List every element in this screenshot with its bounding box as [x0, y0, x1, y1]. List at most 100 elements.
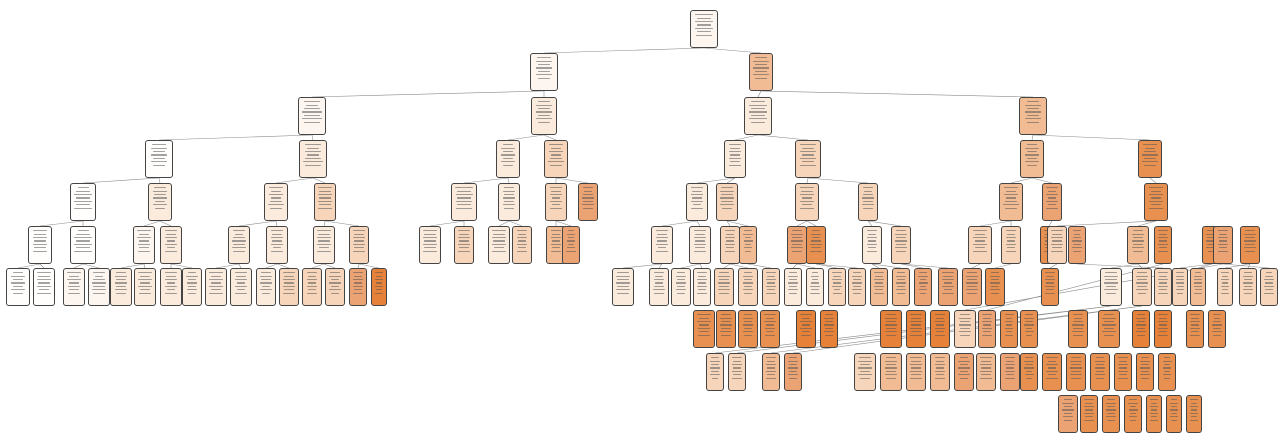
node-text-line	[861, 197, 875, 199]
node-text-line	[799, 200, 815, 202]
tree-node	[1001, 226, 1021, 264]
node-text-line	[1189, 412, 1199, 414]
tree-edge	[143, 220, 161, 227]
tree-node	[806, 226, 826, 264]
node-text-line	[138, 285, 152, 287]
tree-node	[796, 310, 816, 348]
node-text-line	[958, 367, 970, 369]
node-text-line	[1102, 317, 1116, 319]
node-text-line	[1211, 331, 1223, 333]
node-text-line	[698, 282, 706, 284]
node-text-line	[166, 282, 176, 284]
node-text-line	[1245, 243, 1255, 245]
node-text-line	[934, 370, 946, 372]
tree-edge	[543, 47, 705, 54]
node-text-line	[766, 285, 776, 287]
node-text-line	[764, 327, 776, 329]
node-text-line	[517, 233, 527, 235]
node-text-line	[1083, 405, 1095, 408]
node-text-line	[459, 240, 469, 242]
node-text-line	[981, 320, 993, 323]
node-text-line	[74, 250, 92, 252]
node-text-line	[551, 204, 561, 206]
node-text-line	[303, 101, 321, 103]
node-text-line	[94, 275, 104, 277]
node-text-line	[744, 292, 752, 294]
node-text-line	[711, 370, 719, 372]
node-text-line	[787, 289, 799, 291]
node-text-line	[742, 331, 754, 333]
node-text-line	[1264, 282, 1274, 284]
node-text-line	[165, 243, 177, 245]
node-text-line	[711, 377, 719, 379]
node-text-line	[1158, 289, 1168, 291]
node-text-line	[75, 240, 91, 242]
tree-node	[930, 353, 950, 391]
node-text-line	[77, 187, 89, 189]
tree-edge	[1197, 263, 1213, 269]
tree-edge	[170, 263, 193, 269]
node-text-line	[911, 317, 921, 319]
node-text-line	[1046, 370, 1058, 372]
node-text-line	[1026, 101, 1040, 103]
tree-edge	[507, 134, 545, 141]
tree-edge	[275, 177, 314, 184]
node-text-line	[801, 147, 815, 149]
node-text-line	[535, 74, 553, 76]
node-text-line	[261, 272, 271, 274]
tree-node	[299, 140, 327, 178]
tree-edge	[871, 263, 880, 269]
tree-edge	[747, 263, 772, 269]
node-text-line	[306, 272, 318, 274]
node-text-line	[234, 233, 244, 235]
node-text-line	[1139, 374, 1151, 376]
tree-node	[671, 268, 691, 306]
node-text-line	[720, 197, 734, 199]
tree-edge	[158, 177, 161, 184]
node-text-line	[1175, 275, 1185, 277]
node-text-line	[886, 334, 896, 336]
node-text-line	[873, 278, 885, 281]
node-text-line	[809, 243, 823, 245]
node-text-line	[139, 275, 151, 277]
tree-node	[1114, 353, 1132, 391]
tree-node	[1144, 183, 1168, 221]
node-text-line	[697, 278, 707, 281]
node-text-line	[1220, 272, 1230, 274]
node-text-line	[936, 360, 944, 362]
node-text-line	[537, 101, 551, 103]
node-text-line	[1170, 419, 1178, 421]
node-text-line	[981, 360, 991, 362]
node-text-line	[1136, 289, 1148, 291]
tree-edge	[696, 220, 701, 227]
node-text-line	[695, 34, 713, 36]
node-text-line	[790, 247, 804, 249]
node-text-line	[152, 150, 166, 153]
node-text-line	[319, 190, 331, 192]
node-text-line	[93, 278, 105, 281]
node-text-line	[1069, 374, 1083, 376]
node-text-line	[492, 243, 506, 245]
node-text-line	[1096, 377, 1104, 379]
node-text-line	[455, 187, 473, 189]
node-text-line	[329, 275, 341, 277]
node-text-line	[138, 233, 150, 235]
node-text-line	[979, 357, 993, 359]
node-text-line	[911, 360, 921, 362]
node-text-line	[960, 327, 970, 329]
node-text-line	[210, 289, 222, 291]
node-text-line	[1025, 314, 1033, 316]
tree-node	[930, 310, 950, 348]
node-text-line	[1062, 409, 1074, 411]
tree-edge	[120, 263, 145, 269]
node-text-line	[318, 207, 332, 209]
tree-node	[693, 310, 715, 348]
tree-node	[1158, 353, 1176, 391]
node-text-line	[801, 324, 811, 326]
node-text-line	[501, 161, 515, 163]
node-text-line	[617, 278, 629, 281]
tree-node	[371, 268, 387, 306]
node-text-line	[728, 144, 742, 146]
node-text-line	[457, 243, 471, 245]
tree-node	[1000, 310, 1018, 348]
